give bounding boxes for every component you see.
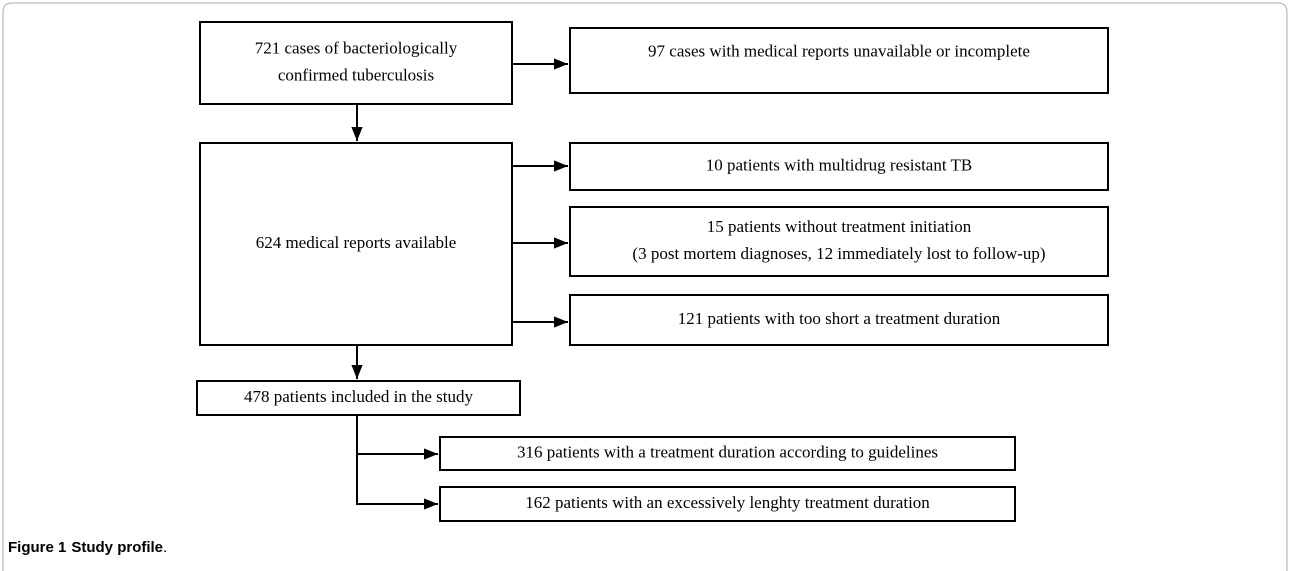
caption: Figure 1 Study profile. [8,539,167,556]
node-box [569,206,1109,277]
node-label: 97 cases with medical reports unavailabl… [648,41,1030,60]
node-label: 162 patients with an excessively lenghty… [525,493,930,512]
node-box [569,27,1109,94]
node-label: 478 patients included in the study [244,387,473,406]
node-box [569,142,1109,191]
node-label: 121 patients with too short a treatment … [678,309,1001,328]
node-box [199,21,513,105]
node: 162 patients with an excessively lenghty… [439,486,1016,522]
node: 10 patients with multidrug resistant TB [569,142,1109,191]
node-label: 316 patients with a treatment duration a… [517,442,938,461]
node-label: 624 medical reports available [256,233,457,252]
node-box [196,380,521,416]
caption-title: Study profile [71,539,163,556]
node-label: (3 post mortem diagnoses, 12 immediately… [632,244,1045,263]
node-box [199,142,513,346]
node: 624 medical reports available [199,142,513,346]
node-label: 721 cases of bacteriologically [255,38,458,57]
node: 316 patients with a treatment duration a… [439,436,1016,471]
node-box [569,294,1109,346]
node: 15 patients without treatment initiation… [569,206,1109,277]
caption-label: Figure 1 [8,539,66,556]
node: 121 patients with too short a treatment … [569,294,1109,346]
node-label: confirmed tuberculosis [278,65,434,84]
node-label: 15 patients without treatment initiation [707,217,972,236]
node: 478 patients included in the study [196,380,521,416]
caption-end: . [163,539,167,556]
connectors [351,58,568,510]
node-label: 10 patients with multidrug resistant TB [706,155,972,174]
node: 721 cases of bacteriologically confirmed … [199,21,513,105]
node: 97 cases with medical reports unavailabl… [569,27,1109,94]
node-box [439,436,1016,471]
node-box [439,486,1016,522]
